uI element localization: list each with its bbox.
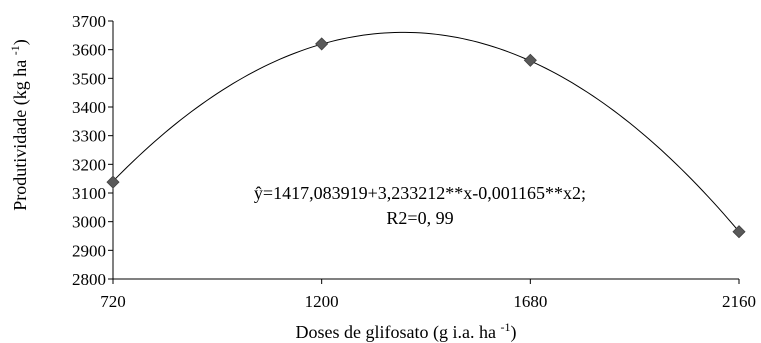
y-axis-title-text: Produtividade (kg ha — [10, 55, 31, 210]
y-tick-label: 3700 — [72, 12, 106, 31]
axes — [112, 21, 739, 280]
y-tick-label: 2900 — [72, 241, 106, 260]
y-axis-title: Produtividade (kg ha -1) — [8, 39, 31, 210]
fit-curve — [112, 31, 740, 232]
data-point — [315, 37, 329, 51]
x-tick-label: 720 — [100, 292, 126, 311]
x-tick-label: 1200 — [305, 292, 339, 311]
y-tick-label: 3500 — [72, 69, 106, 88]
y-tick-label: 3100 — [72, 184, 106, 203]
y-tick-label: 3300 — [72, 127, 106, 146]
data-point — [106, 175, 120, 189]
data-point — [523, 53, 537, 67]
data-point — [732, 225, 746, 239]
y-tick-label: 3000 — [72, 213, 106, 232]
x-axis-title-text: Doses de glifosato (g i.a. ha — [296, 322, 501, 343]
x-axis-title-sup: -1 — [500, 320, 510, 334]
y-tick-label: 3200 — [72, 155, 106, 174]
y-axis-title-sup: -1 — [8, 45, 22, 55]
svg-text:Produtividade (kg ha -1): Produtividade (kg ha -1) — [8, 39, 31, 210]
y-tick-label: 2800 — [72, 270, 106, 289]
y-ticks: 2800 2900 3000 3100 3200 3300 3400 3500 3600 3700 — [72, 12, 113, 289]
r2-annotation: R2=0, 99 — [386, 208, 453, 228]
data-points — [106, 37, 746, 239]
x-axis-title: Doses de glifosato (g i.a. ha -1) — [296, 320, 517, 343]
svg-text:Doses de glifosato (g i.a. ha: Doses de glifosato (g i.a. ha -1) — [296, 320, 517, 343]
x-ticks: 720 1200 1680 2160 — [100, 279, 756, 311]
x-tick-label: 2160 — [722, 292, 756, 311]
y-tick-label: 3600 — [72, 41, 106, 60]
y-tick-label: 3400 — [72, 98, 106, 117]
equation-annotation: ŷ=1417,083919+3,233212**x-0,001165**x2; — [254, 183, 586, 203]
x-tick-label: 1680 — [513, 292, 547, 311]
